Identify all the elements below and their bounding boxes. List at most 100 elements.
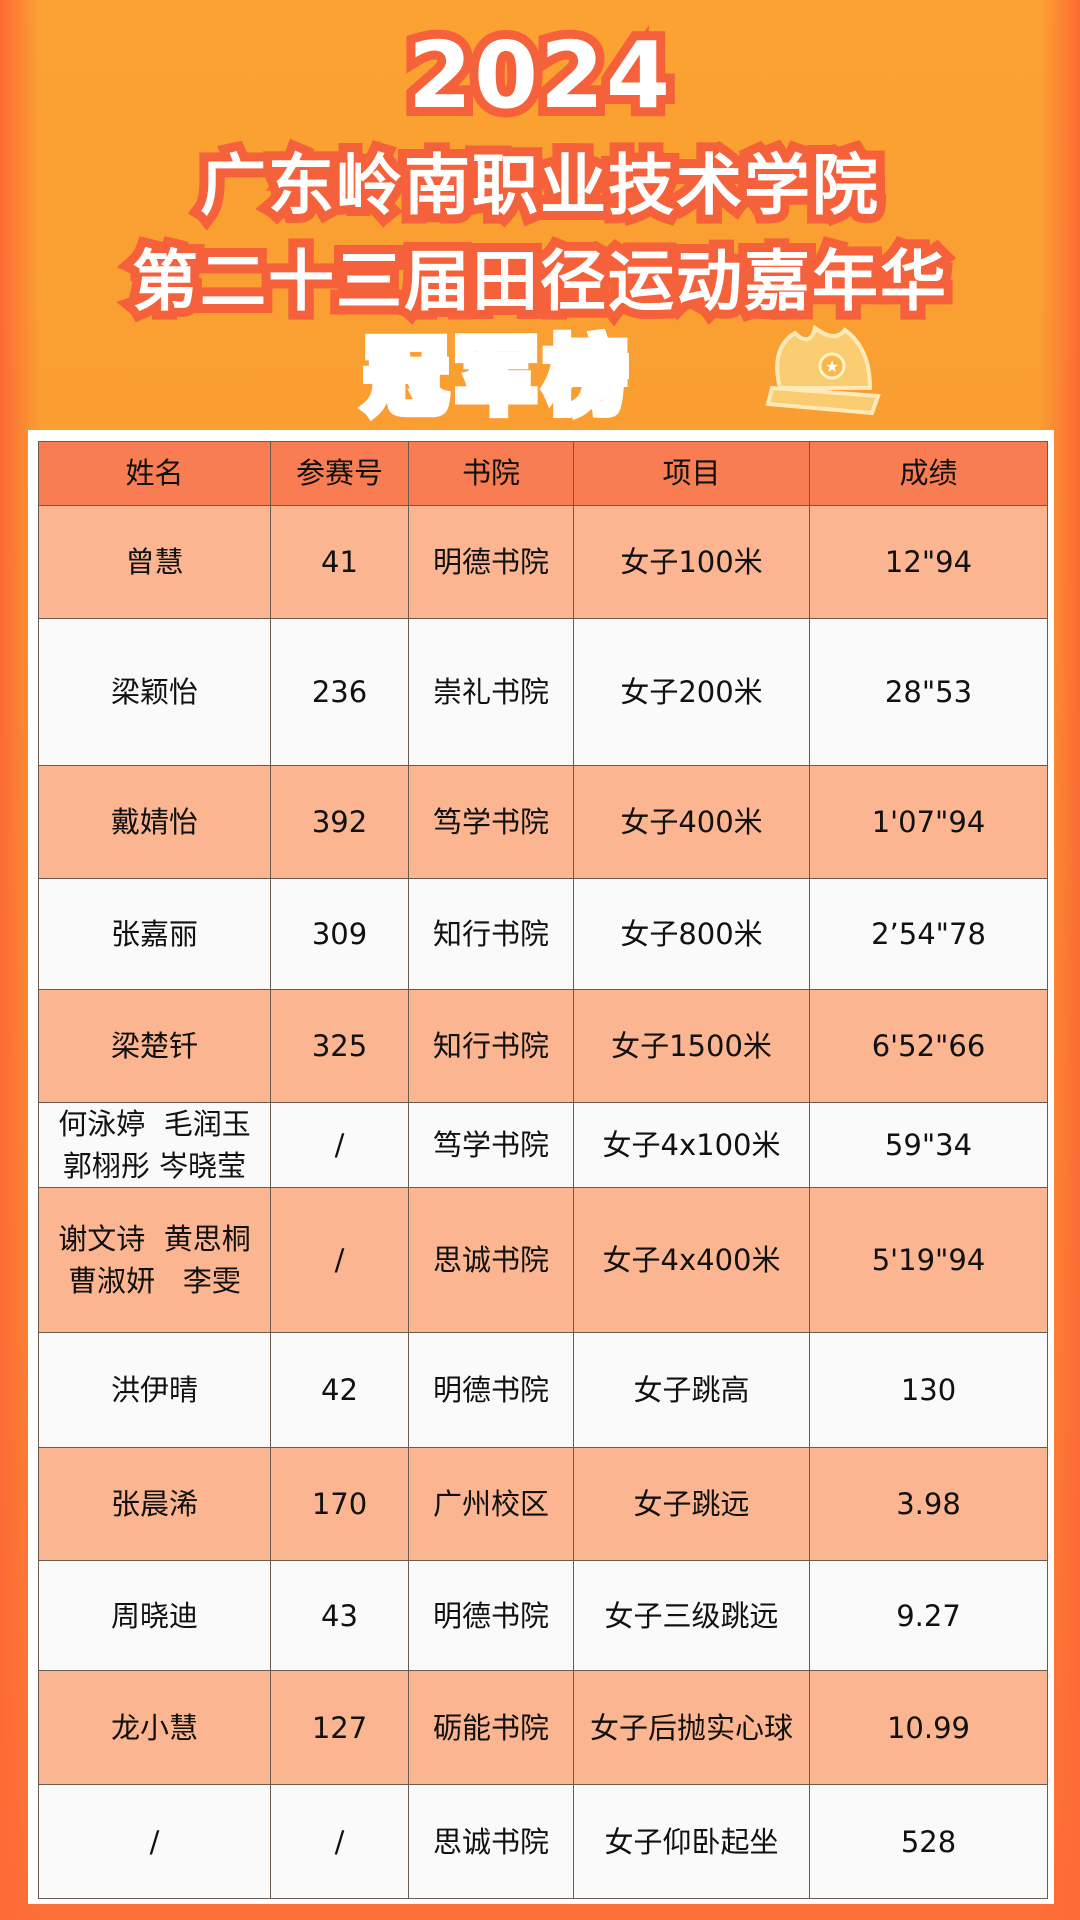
cell-result: 12"94 [809,505,1048,619]
cell-college: 思诚书院 [408,1187,574,1334]
cell-result: 1'07"94 [809,765,1048,879]
cell-result: 6'52"66 [809,989,1048,1103]
cell-result: 528 [809,1784,1048,1900]
number-text: 236 [311,674,368,709]
column-header-event: 项目 [573,441,810,506]
number-text: 170 [311,1487,368,1522]
name-text: 谢文诗 黄思桐 [58,1222,251,1257]
cell-number: / [270,1187,409,1334]
cell-event: 女子1500米 [573,989,810,1103]
event-text: 女子1500米 [611,1028,772,1063]
number-text: / [334,1128,345,1163]
event-text: 女子4x400米 [602,1243,781,1278]
cell-name: 曾慧 [38,505,271,619]
cell-event: 女子4x400米 [573,1187,810,1334]
cell-result: 3.98 [809,1447,1048,1562]
name-text: 梁楚钎 [110,1028,198,1063]
result-text: 6'52"66 [871,1028,986,1063]
college-text: 笃学书院 [432,1128,549,1163]
table-row: / / 思诚书院 女子仰卧起坐 528 [38,1784,1048,1900]
name-text: 曾慧 [125,544,184,579]
cell-name: 梁颖怡 [38,618,271,766]
cell-event: 女子100米 [573,505,810,619]
cell-name: 戴婧怡 [38,765,271,879]
number-text: 392 [311,804,368,839]
college-text: 明德书院 [432,1598,549,1633]
cell-name: 谢文诗 黄思桐 曹淑妍 李雯 [38,1187,271,1334]
result-text: 130 [900,1373,957,1408]
cell-number: 41 [270,505,409,619]
column-header-number: 参赛号 [270,441,409,506]
cell-name: 何泳婷 毛润玉 郭栩彤 岑晓莹 [38,1101,271,1189]
name-text: 洪伊晴 [110,1373,198,1408]
cell-college: 知行书院 [408,878,574,990]
number-text: / [334,1243,345,1278]
number-text: 42 [321,1373,358,1408]
cell-event: 女子后抛实心球 [573,1670,810,1786]
number-text: / [334,1824,345,1859]
cell-college: 广州校区 [408,1447,574,1562]
result-text: 59"34 [884,1128,973,1163]
result-text: 9.27 [896,1598,961,1633]
table-row: 张嘉丽 309 知行书院 女子800米 2’54"78 [38,878,1048,990]
cell-name: / [38,1784,271,1900]
number-text: 41 [321,544,358,579]
cell-number: 325 [270,989,409,1103]
table-row: 梁颖怡 236 崇礼书院 女子200米 28"53 [38,618,1048,766]
result-text: 10.99 [886,1710,971,1745]
table-row: 戴婧怡 392 笃学书院 女子400米 1'07"94 [38,765,1048,879]
name-text: 龙小慧 [110,1710,198,1745]
number-text: 127 [311,1710,368,1745]
cell-name: 梁楚钎 [38,989,271,1103]
table-row: 曾慧 41 明德书院 女子100米 12"94 [38,505,1048,619]
cell-result: 130 [809,1332,1048,1449]
name-text: / [149,1824,160,1859]
cell-college: 知行书院 [408,989,574,1103]
champion-title: 冠军榜 [0,310,1040,430]
event-text: 女子400米 [620,804,763,839]
svg-text:★: ★ [825,357,839,376]
name-text: 何泳婷 毛润玉 [58,1107,251,1141]
name-text: 梁颖怡 [110,674,198,709]
cell-event: 女子4x100米 [573,1101,810,1189]
result-text: 1'07"94 [871,804,986,839]
cell-result: 2’54"78 [809,878,1048,990]
column-header-name: 姓名 [38,441,271,506]
cell-name: 张晨浠 [38,1447,271,1562]
school-title: 广东岭南职业技术学院 [191,138,887,233]
cell-name: 洪伊晴 [38,1332,271,1449]
cell-name: 张嘉丽 [38,878,271,990]
number-text: 325 [311,1028,368,1063]
result-text: 528 [900,1824,957,1859]
college-text: 崇礼书院 [432,674,549,709]
cell-college: 砺能书院 [408,1670,574,1786]
cell-college: 笃学书院 [408,765,574,879]
cell-number: 170 [270,1447,409,1562]
college-text: 砺能书院 [432,1710,549,1745]
result-text: 5'19"94 [871,1243,986,1278]
college-text: 明德书院 [432,544,549,579]
result-text: 28"53 [884,674,973,709]
table-row: 周晓迪 43 明德书院 女子三级跳远 9.27 [38,1560,1048,1672]
cell-result: 9.27 [809,1560,1048,1672]
table-row: 张晨浠 170 广州校区 女子跳远 3.98 [38,1447,1048,1562]
result-text: 2’54"78 [871,916,986,951]
event-text: 女子200米 [620,674,763,709]
college-text: 知行书院 [432,1028,549,1063]
cell-event: 女子800米 [573,878,810,990]
column-header-college: 书院 [408,441,574,506]
year-title: 2024 [399,13,679,138]
result-text: 3.98 [896,1487,961,1522]
name-text-line2: 郭栩彤 岑晓莹 [62,1149,247,1184]
cell-college: 思诚书院 [408,1784,574,1900]
table-row: 何泳婷 毛润玉 郭栩彤 岑晓莹 / 笃学书院 女子4x100米 59"34 [38,1101,1048,1189]
event-text: 女子仰卧起坐 [604,1824,779,1859]
table-row: 洪伊晴 42 明德书院 女子跳高 130 [38,1332,1048,1449]
college-text: 知行书院 [432,916,549,951]
cell-name: 周晓迪 [38,1560,271,1672]
cell-number: 42 [270,1332,409,1449]
cell-name: 龙小慧 [38,1670,271,1786]
cell-result: 59"34 [809,1101,1048,1189]
event-title: 第二十三届田径运动嘉年华 [123,234,955,329]
cell-number: 392 [270,765,409,879]
